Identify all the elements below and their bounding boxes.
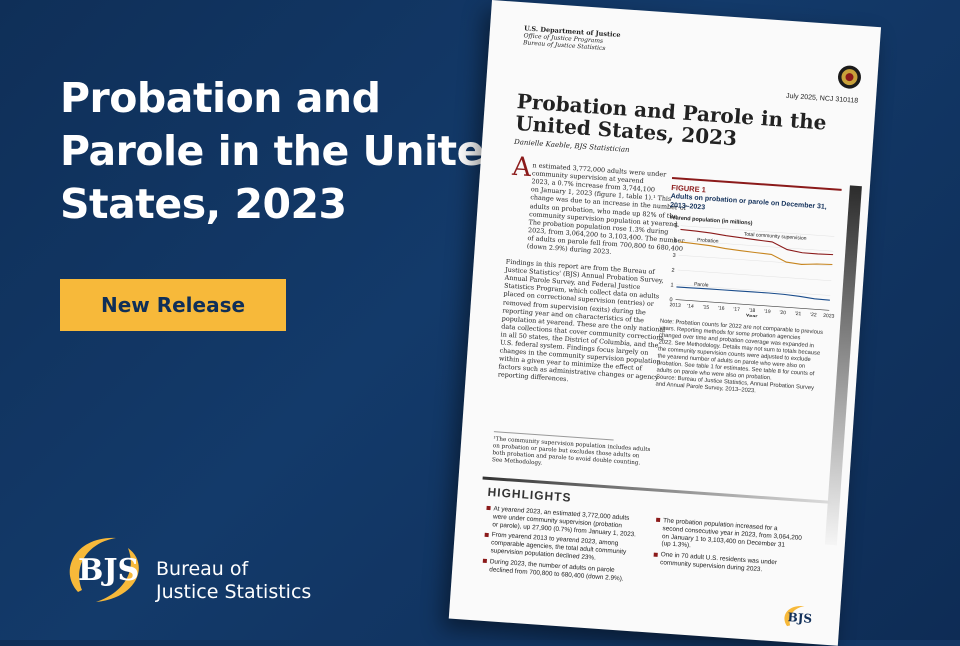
bullet-icon [484,532,489,537]
new-release-button[interactable]: New Release [60,279,286,331]
series-line-1 [679,241,833,266]
doj-seal-icon [837,65,861,89]
gridline [680,225,835,237]
bjs-small-logo: BJS [784,606,813,627]
x-tick-label: '18 [748,308,755,314]
figure-note: Note: Probation counts for 2022 are not … [492,0,881,395]
bjs-logo-mark: BJS [69,537,139,602]
x-tick-label: '15 [702,304,709,310]
gridline [676,284,831,296]
highlight-text: (up 1.3%). [661,540,692,550]
x-tick-label: '20 [779,310,786,316]
logo-name: Bureau of Justice Statistics [156,558,311,604]
highlights-title: HIGHLIGHTS [487,484,572,505]
logo-name-line: Justice Statistics [156,581,312,603]
x-axis-line [675,299,830,311]
findings-text: Findings in this report are from the Bur… [492,0,881,384]
series-label: Total community supervision [744,231,807,241]
highlights-left: At yearend 2023, an estimated 3,772,000 … [482,0,881,582]
series-label: Probation [697,237,719,244]
headline-line: States, 2023 [60,180,347,228]
headline-line: Probation and [60,74,381,122]
banner-headline: Probation and Parole in the United State… [60,72,513,231]
x-tick-label: '19 [764,309,771,315]
y-tick-label: 0 [669,297,672,303]
supervision-line-chart: Yearend population (in millions) 0 1 2 3 4 5 20… [669,215,835,320]
x-tick-label: 2013 [669,302,681,309]
report-cover: U.S. Department of Justice Office of Jus… [448,0,960,646]
y-tick-label: 4 [673,238,676,244]
x-axis-label: Year [746,313,759,320]
intro-text: n estimated 3,772,000 adults were under c… [492,0,881,256]
dropcap: A [511,151,533,184]
bullet-icon [486,506,491,511]
highlight-line: (up 1.3%). [661,541,691,551]
bullet-icon [653,552,658,557]
gridline [677,269,832,281]
y-tick-label: 2 [671,268,674,274]
y-tick-label: 5 [674,223,677,229]
series-label: Parole [694,282,709,289]
gridline [679,240,834,252]
x-tick-label: '14 [687,303,694,309]
y-tick-label: 3 [672,253,675,259]
y-tick-label: 1 [670,282,673,288]
series-line-0 [680,228,834,256]
bjs-logo: BJS Bureau of Justice Statistics [58,530,348,610]
footnote-text: ¹The community supervision population in… [492,0,881,466]
bullet-icon [655,518,661,523]
y-axis-label: Yearend population (in millions) [669,215,753,227]
bullet-icon [482,558,487,564]
x-tick-label: '22 [810,312,817,318]
small-logo-letters: BJS [787,610,812,626]
date-code: July 2025, NCJ 310118 [785,92,859,105]
headline-line: Parole in the United [60,127,513,175]
report-page: U.S. Department of Justice Office of Jus… [448,0,882,646]
logo-name-line: Bureau of [156,558,249,580]
series-line-2 [676,286,830,301]
x-tick-label: 2023 [823,313,835,320]
x-tick-label: '21 [795,311,802,317]
highlights-right: The probation population increased for a… [492,0,881,573]
x-tick-label: '16 [718,306,725,312]
x-tick-label: '17 [733,307,740,313]
logo-letters: BJS [78,553,139,588]
